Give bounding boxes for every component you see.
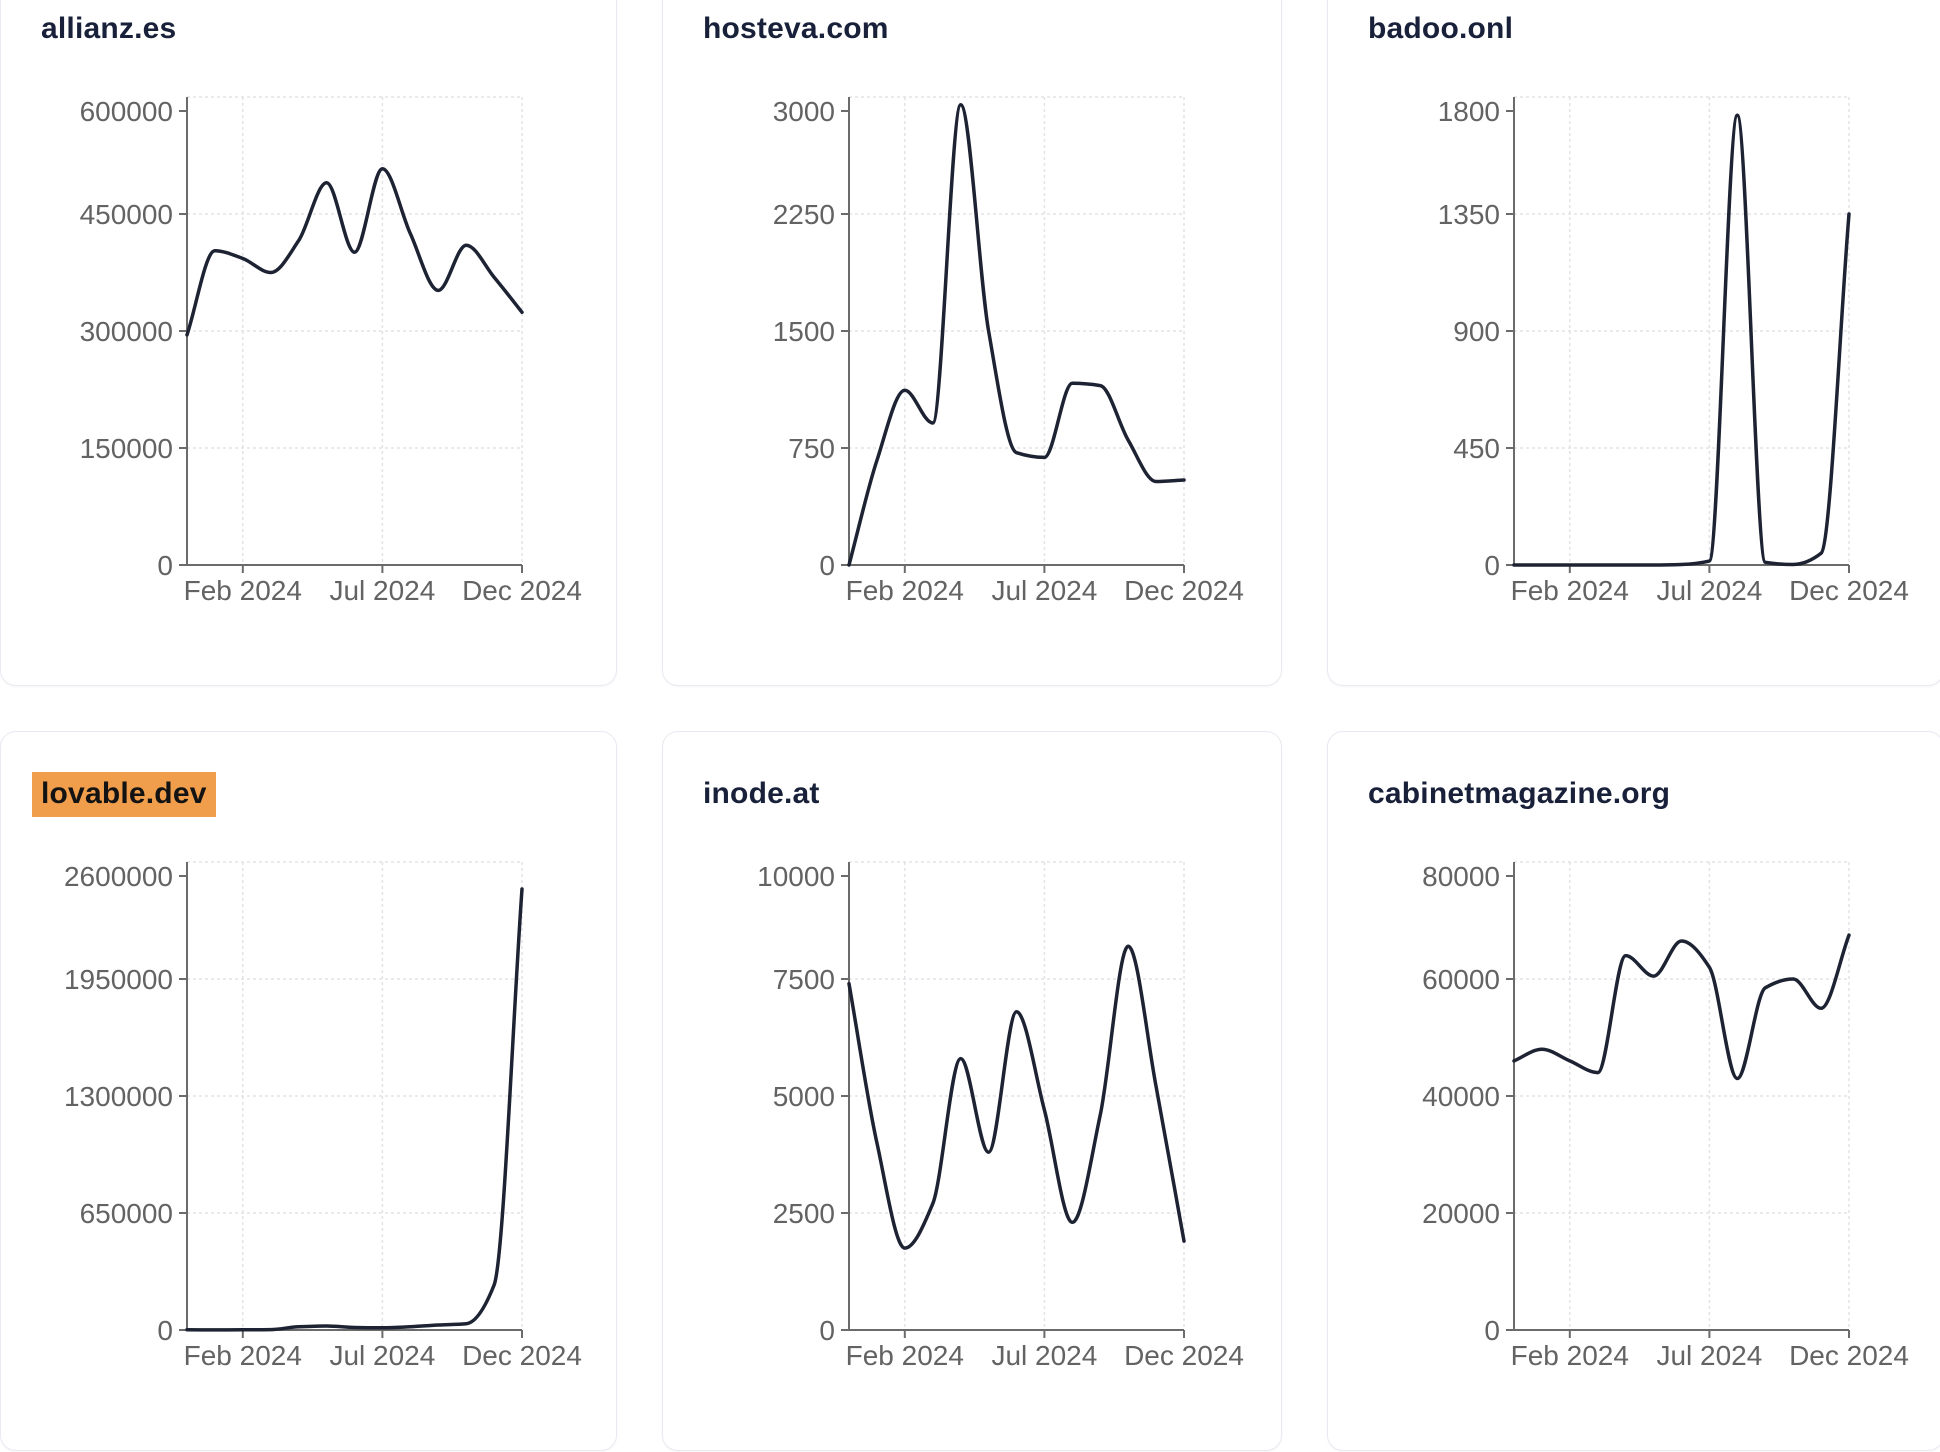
y-tick-label: 0 <box>819 550 835 581</box>
domain-chart-card: hosteva.com 0 750 1500 2250 3000 Feb 2024 Jul … <box>662 0 1282 686</box>
series-line <box>1512 933 1851 1081</box>
y-tick-label: 650000 <box>80 1198 173 1229</box>
chart-title-text: cabinetmagazine.org <box>1368 777 1671 810</box>
chart-title-text: lovable.dev <box>32 772 216 817</box>
gridlines <box>187 861 523 1330</box>
y-tick-label: 300000 <box>80 316 173 347</box>
domain-chart-card: cabinetmagazine.org 0 20000 40000 60000 8000… <box>1327 731 1940 1451</box>
x-tick-label: Dec 2024 <box>462 575 582 606</box>
chart-title-text: inode.at <box>703 777 820 810</box>
series-line <box>1512 113 1851 567</box>
y-tick-label: 60000 <box>1422 964 1500 995</box>
x-tick-label: Jul 2024 <box>329 1340 435 1371</box>
x-tick-label: Feb 2024 <box>1511 1340 1629 1371</box>
y-tick-label: 1300000 <box>64 1081 173 1112</box>
y-tick-label: 0 <box>1484 1315 1500 1346</box>
series-line <box>847 944 1186 1250</box>
line-chart: 0 450 900 1350 1800 Feb 2024 Jul 2024 Dec 2024 <box>1438 96 1909 606</box>
y-tick-label: 0 <box>157 550 173 581</box>
x-tick-label: Jul 2024 <box>991 575 1097 606</box>
y-tick-label: 900 <box>1453 316 1500 347</box>
series-line <box>847 103 1186 567</box>
x-tick-label: Feb 2024 <box>184 575 302 606</box>
y-tick-label: 600000 <box>80 96 173 127</box>
chart-title: allianz.es <box>41 9 176 48</box>
domain-chart-card: allianz.es 0 150000 300000 450000 600000 Feb … <box>0 0 617 686</box>
y-tick-label: 2500 <box>773 1198 835 1229</box>
gridlines <box>1514 861 1850 1330</box>
axes: 0 20000 40000 60000 80000 Feb 2024 Jul 2024 Dec… <box>1422 861 1909 1371</box>
y-tick-label: 20000 <box>1422 1198 1500 1229</box>
line-chart: 0 650000 1300000 1950000 2600000 Feb 2024 Jul … <box>64 861 582 1371</box>
y-tick-label: 0 <box>157 1315 173 1346</box>
axes: 0 2500 5000 7500 10000 Feb 2024 Jul 2024 Dec 20… <box>757 861 1244 1371</box>
x-tick-label: Dec 2024 <box>1789 1340 1909 1371</box>
y-tick-label: 150000 <box>80 433 173 464</box>
series-line <box>185 887 524 1332</box>
y-tick-label: 0 <box>819 1315 835 1346</box>
x-tick-label: Feb 2024 <box>846 1340 964 1371</box>
gridlines <box>187 96 523 565</box>
gridlines <box>849 861 1185 1330</box>
y-tick-label: 2250 <box>773 199 835 230</box>
axes: 0 650000 1300000 1950000 2600000 Feb 2024 Jul … <box>64 861 582 1371</box>
y-tick-label: 3000 <box>773 96 835 127</box>
line-chart: 0 20000 40000 60000 80000 Feb 2024 Jul 2024 Dec… <box>1422 861 1909 1371</box>
chart-title: inode.at <box>703 774 820 813</box>
domain-chart-card: lovable.dev 0 650000 1300000 1950000 2600000… <box>0 731 617 1451</box>
chart-title-text: allianz.es <box>41 12 177 45</box>
y-tick-label: 750 <box>788 433 835 464</box>
y-tick-label: 7500 <box>773 964 835 995</box>
gridlines <box>849 96 1185 565</box>
axes: 0 750 1500 2250 3000 Feb 2024 Jul 2024 Dec 2024 <box>773 96 1244 606</box>
chart-title: cabinetmagazine.org <box>1368 774 1670 813</box>
y-tick-label: 1950000 <box>64 964 173 995</box>
line-chart: 0 150000 300000 450000 600000 Feb 2024 Jul 202… <box>80 96 582 606</box>
y-tick-label: 10000 <box>757 861 835 892</box>
series-line <box>185 167 524 337</box>
x-tick-label: Feb 2024 <box>1511 575 1629 606</box>
gridlines <box>1514 96 1850 565</box>
y-tick-label: 1800 <box>1438 96 1500 127</box>
y-tick-label: 0 <box>1484 550 1500 581</box>
chart-title-text: hosteva.com <box>703 12 889 45</box>
chart-title-text: badoo.onl <box>1368 12 1514 45</box>
x-tick-label: Jul 2024 <box>329 575 435 606</box>
x-tick-label: Dec 2024 <box>1789 575 1909 606</box>
x-tick-label: Dec 2024 <box>1124 575 1244 606</box>
x-tick-label: Dec 2024 <box>462 1340 582 1371</box>
axes: 0 450 900 1350 1800 Feb 2024 Jul 2024 Dec 2024 <box>1438 96 1909 606</box>
x-tick-label: Jul 2024 <box>1656 575 1762 606</box>
chart-title: badoo.onl <box>1368 9 1513 48</box>
y-tick-label: 80000 <box>1422 861 1500 892</box>
x-tick-label: Jul 2024 <box>991 1340 1097 1371</box>
x-tick-label: Dec 2024 <box>1124 1340 1244 1371</box>
x-tick-label: Jul 2024 <box>1656 1340 1762 1371</box>
y-tick-label: 2600000 <box>64 861 173 892</box>
domain-chart-card: badoo.onl 0 450 900 1350 1800 Feb 2024 Jul 202… <box>1327 0 1940 686</box>
y-tick-label: 450000 <box>80 199 173 230</box>
line-chart: 0 2500 5000 7500 10000 Feb 2024 Jul 2024 Dec 20… <box>757 861 1244 1371</box>
line-chart: 0 750 1500 2250 3000 Feb 2024 Jul 2024 Dec 2024 <box>773 96 1244 606</box>
chart-title: hosteva.com <box>703 9 889 48</box>
y-tick-label: 5000 <box>773 1081 835 1112</box>
y-tick-label: 40000 <box>1422 1081 1500 1112</box>
y-tick-label: 1350 <box>1438 199 1500 230</box>
x-tick-label: Feb 2024 <box>184 1340 302 1371</box>
domain-chart-card: inode.at 0 2500 5000 7500 10000 Feb 2024 Jul 2… <box>662 731 1282 1451</box>
chart-title-highlighted: lovable.dev <box>32 772 216 817</box>
axes: 0 150000 300000 450000 600000 Feb 2024 Jul 202… <box>80 96 582 606</box>
x-tick-label: Feb 2024 <box>846 575 964 606</box>
y-tick-label: 1500 <box>773 316 835 347</box>
y-tick-label: 450 <box>1453 433 1500 464</box>
